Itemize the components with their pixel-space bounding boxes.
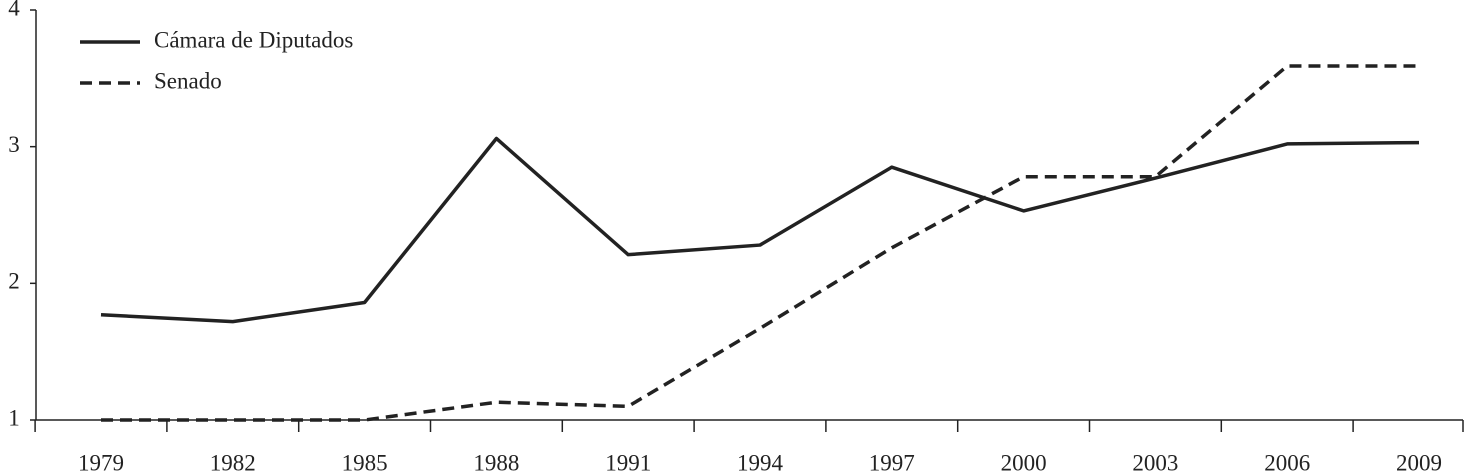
y-tick-label: 2 [8,269,20,294]
y-tick-label: 4 [8,0,20,20]
legend-label: Senado [154,68,222,93]
x-tick-label: 1994 [737,450,784,475]
series-line [100,136,1420,324]
x-tick-label: 2009 [1396,450,1442,475]
series-line [101,64,1419,422]
x-tick-label: 1985 [342,450,388,475]
legend-label: Cámara de Diputados [154,27,353,52]
x-tick-label: 2000 [1001,450,1047,475]
x-tick-label: 1997 [869,450,915,475]
x-tick-label: 2006 [1264,450,1310,475]
y-tick-label: 1 [8,405,20,430]
x-tick-label: 2003 [1132,450,1178,475]
x-tick-label: 1979 [78,450,124,475]
x-tick-label: 1991 [605,450,651,475]
x-tick-label: 1988 [473,450,519,475]
x-tick-label: 1982 [210,450,256,475]
y-tick-label: 3 [8,132,20,157]
